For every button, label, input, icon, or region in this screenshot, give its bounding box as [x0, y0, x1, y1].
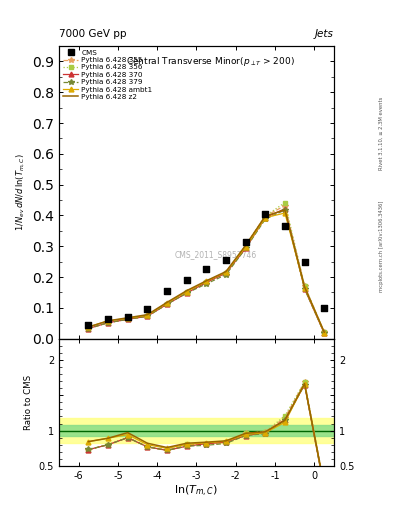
Point: [262, 210, 268, 218]
Point: [85, 321, 92, 329]
Y-axis label: $1/N_{ev}\,dN/d\,\ln(T_{m,C})$: $1/N_{ev}\,dN/d\,\ln(T_{m,C})$: [14, 154, 27, 231]
Point: [184, 276, 190, 284]
Bar: [59, 425, 334, 436]
Point: [223, 256, 229, 264]
Text: Jets: Jets: [315, 29, 334, 39]
Point: [164, 287, 170, 295]
Text: mcplots.cern.ch [arXiv:1306.3436]: mcplots.cern.ch [arXiv:1306.3436]: [379, 200, 384, 291]
Text: CMS_2011_S8957746: CMS_2011_S8957746: [174, 250, 257, 259]
Legend: CMS, Pythia 6.428 355, Pythia 6.428 356, Pythia 6.428 370, Pythia 6.428 379, Pyt: CMS, Pythia 6.428 355, Pythia 6.428 356,…: [61, 48, 154, 101]
Point: [105, 314, 111, 323]
Point: [321, 304, 327, 312]
Point: [301, 258, 308, 266]
Point: [203, 265, 209, 273]
Point: [242, 238, 249, 246]
X-axis label: $\ln(T_{m,C})$: $\ln(T_{m,C})$: [174, 483, 219, 499]
Point: [125, 313, 131, 321]
Bar: [59, 418, 334, 443]
Point: [282, 222, 288, 230]
Text: 7000 GeV pp: 7000 GeV pp: [59, 29, 127, 39]
Text: Central Transverse Minor($p_{\perp T}$ > 200): Central Transverse Minor($p_{\perp T}$ >…: [126, 55, 295, 68]
Y-axis label: Ratio to CMS: Ratio to CMS: [24, 375, 33, 430]
Point: [144, 305, 151, 313]
Text: Rivet 3.1.10, ≥ 2.3M events: Rivet 3.1.10, ≥ 2.3M events: [379, 96, 384, 170]
